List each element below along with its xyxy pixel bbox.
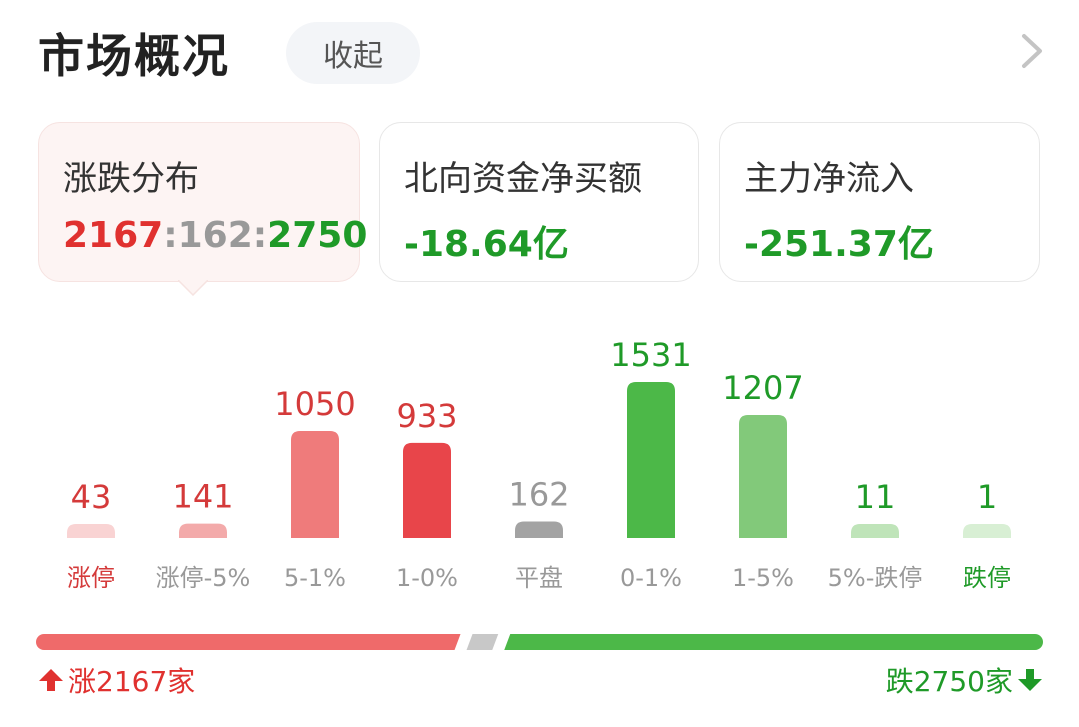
category-label: 5%-跌停 xyxy=(828,564,923,592)
bar-涨停-5% xyxy=(179,523,227,538)
bar-value-label: 933 xyxy=(396,397,457,435)
card-main-net-inflow[interactable]: 主力净流入 -251.37亿 xyxy=(719,122,1040,282)
card-pointer-icon xyxy=(178,280,208,296)
bar-5%-跌停 xyxy=(851,524,899,538)
distribution-bar-chart: 43 涨停 141 涨停-5% 1050 5-1% 933 1-0% 162 平盘 1531 0-1%… xyxy=(67,336,1011,592)
collapse-button[interactable]: 收起 xyxy=(286,22,420,84)
down-segment xyxy=(504,634,1043,650)
distribution-value: 2167:162:2750 xyxy=(63,215,367,256)
up-segment xyxy=(36,634,461,650)
card-northbound-net-buy[interactable]: 北向资金净买额 -18.64亿 xyxy=(379,122,699,282)
category-label: 1-0% xyxy=(396,564,458,592)
summary-down: 跌2750家 xyxy=(886,660,1043,700)
bar-value-label: 1207 xyxy=(722,369,803,407)
category-label: 涨停-5% xyxy=(156,564,251,592)
bar-跌停 xyxy=(963,524,1011,538)
flat-segment xyxy=(466,634,499,650)
bar-1-0% xyxy=(403,442,451,538)
category-label: 跌停 xyxy=(963,564,1011,592)
card-label: 涨跌分布 xyxy=(63,159,199,199)
bar-value-label: 1 xyxy=(977,478,997,516)
card-label: 北向资金净买额 xyxy=(404,159,642,199)
category-label: 涨停 xyxy=(67,564,115,592)
bar-value-label: 11 xyxy=(855,478,896,516)
separator: : xyxy=(163,215,178,256)
down-count: 2750 xyxy=(267,215,368,256)
arrow-up-icon xyxy=(39,669,63,691)
bar-5-1% xyxy=(291,431,339,538)
bar-value-label: 43 xyxy=(71,478,112,516)
arrow-down-icon xyxy=(1018,669,1042,691)
category-label: 1-5% xyxy=(732,564,794,592)
page-title: 市场概况 xyxy=(38,29,230,83)
summary-down-text: 跌2750家 xyxy=(885,665,1013,698)
flat-count: 162 xyxy=(177,215,253,256)
bar-value-label: 1531 xyxy=(610,336,691,374)
up-count: 2167 xyxy=(63,215,164,256)
chevron-right-icon[interactable] xyxy=(1012,26,1052,76)
bar-value-label: 162 xyxy=(508,475,569,513)
bar-value-label: 1050 xyxy=(274,385,355,423)
category-label: 平盘 xyxy=(515,564,563,592)
category-label: 5-1% xyxy=(284,564,346,592)
card-up-down-distribution[interactable]: 涨跌分布 2167:162:2750 xyxy=(38,122,367,282)
category-label: 0-1% xyxy=(620,564,682,592)
bar-涨停 xyxy=(67,524,115,538)
bar-0-1% xyxy=(627,382,675,538)
separator: : xyxy=(252,215,268,256)
bar-1-5% xyxy=(739,415,787,538)
bar-value-label: 141 xyxy=(172,478,233,516)
summary-up: 涨2167家 xyxy=(38,660,195,700)
bar-平盘 xyxy=(515,521,563,538)
card-label: 主力净流入 xyxy=(744,159,914,199)
main-inflow-value: -251.37亿 xyxy=(744,224,934,265)
northbound-value: -18.64亿 xyxy=(404,224,569,265)
summary-up-text: 涨2167家 xyxy=(68,665,196,698)
up-down-ratio-bar xyxy=(36,634,1043,650)
